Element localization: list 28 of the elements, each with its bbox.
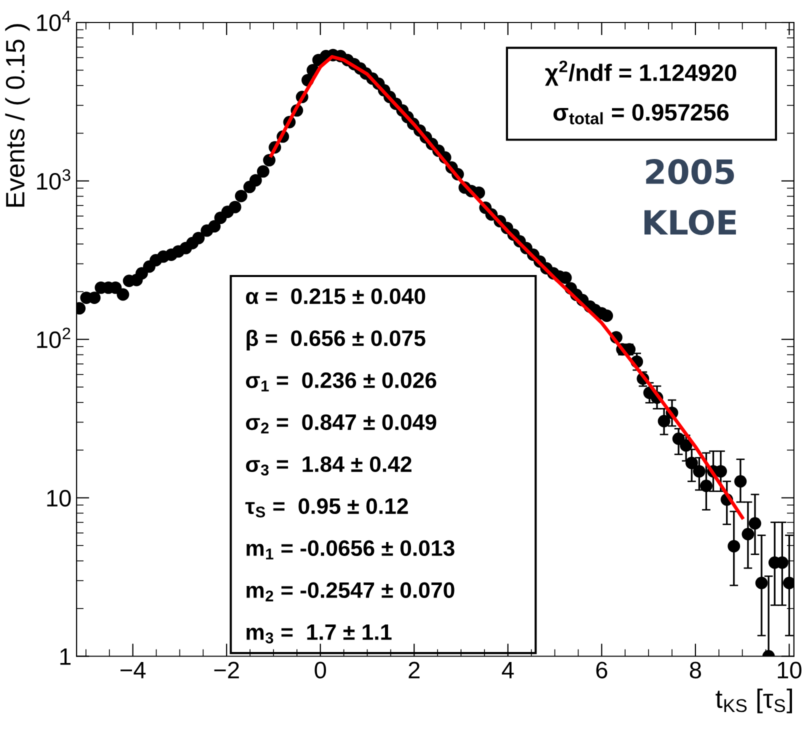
annotation: m$_{2}$ = -0.2547 ± 0.070: [246, 582, 454, 602]
annotation: τ$_{S}$ = 0.95 ± 0.12: [245, 498, 408, 518]
annotation: KLOE: [644, 210, 736, 235]
annotation: m$_{3}$ = 1.7 ± 1.1: [246, 624, 392, 644]
x-axis-title: t$_{KS}$ [τ$_{S}$]: [716, 688, 792, 714]
annotation: 2005: [646, 159, 734, 184]
x-tick-label: 2: [408, 662, 420, 678]
x-tick-label: 8: [690, 662, 701, 678]
y-tick-label: 10$^{3}$: [37, 169, 70, 190]
x-tick-label: 0: [314, 662, 326, 678]
y-axis-title: Events / ( 0.15 ): [5, 24, 30, 207]
x-tick-label: 6: [596, 662, 608, 678]
y-tick-label: 1: [60, 648, 71, 665]
x-tick-label: −2: [214, 662, 239, 678]
annotation: σ$_{total}$ = 0.957256: [553, 104, 729, 124]
y-tick-label: 10$^{4}$: [37, 10, 71, 32]
x-tick-label: −4: [120, 662, 146, 678]
x-tick-label: 10: [778, 662, 802, 678]
annotation: σ$_{1}$ = 0.236 ± 0.026: [246, 372, 436, 392]
x-tick-label: 4: [502, 662, 514, 678]
annotation: σ$_{3}$ = 1.84 ± 0.42: [246, 456, 412, 476]
y-tick-label: 10: [47, 490, 71, 507]
annotation: β = 0.656 ± 0.075: [246, 330, 426, 351]
annotation: σ$_{2}$ = 0.847 ± 0.049: [246, 414, 436, 434]
annotation: α = 0.215 ± 0.040: [246, 288, 426, 304]
y-tick-label: 10$^{2}$: [37, 328, 70, 348]
annotation: m$_{1}$ = -0.0656 ± 0.013: [246, 540, 454, 560]
annotation: χ$^{2}$/ndf = 1.124920: [545, 60, 736, 86]
